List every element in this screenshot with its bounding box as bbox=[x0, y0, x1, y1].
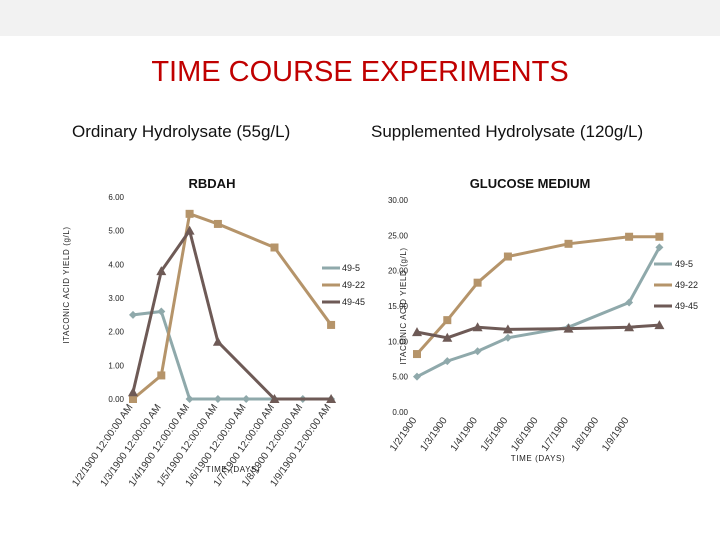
glucose-series-49-5-point bbox=[625, 298, 634, 307]
rbdah-series-49-22-line bbox=[132, 212, 333, 401]
glucose-ytick-label: 10.00 bbox=[388, 337, 409, 346]
glucose-series-49-45-point bbox=[654, 320, 665, 330]
glucose-y-axis-label: ITACONIC ACID YIELD (g/L) bbox=[399, 247, 408, 364]
glucose-series-49-22-point bbox=[564, 239, 573, 248]
glucose-series-49-5-point bbox=[473, 347, 482, 356]
rbdah-series-49-45-line bbox=[131, 229, 332, 401]
glucose-legend-49-5-label: 49-5 bbox=[675, 259, 693, 269]
glucose-series-49-45-point bbox=[502, 324, 513, 334]
glucose-x-axis-label: TIME (DAYS) bbox=[511, 454, 565, 463]
glucose-series-49-45-point bbox=[563, 323, 574, 333]
rbdah-series-49-22-point bbox=[185, 209, 194, 218]
rbdah-ytick-label: 1.00 bbox=[108, 361, 124, 370]
glucose-series-49-22-point bbox=[473, 278, 482, 287]
glucose-series-49-5-point bbox=[413, 372, 421, 381]
rbdah-series-49-5-point bbox=[185, 395, 194, 403]
glucose-ytick-label: 5.00 bbox=[392, 373, 408, 382]
glucose-series-49-5-point bbox=[443, 357, 452, 366]
rbdah-legend-49-45-label: 49-45 bbox=[342, 297, 365, 307]
rbdah-series-49-5-point bbox=[129, 310, 137, 319]
rbdah-series-49-22-point bbox=[129, 395, 137, 403]
rbdah-legend-49-22-label: 49-22 bbox=[342, 280, 365, 290]
glucose-ytick-label: 30.00 bbox=[388, 196, 409, 205]
rbdah-series-49-45-point bbox=[269, 394, 280, 403]
glucose-series-49-22-point bbox=[443, 316, 452, 325]
rbdah-series-49-5-point bbox=[157, 307, 166, 316]
rbdah-y-axis-label: ITACONIC ACID YIELD (g/L) bbox=[62, 226, 71, 343]
glucose-series-49-45-point bbox=[624, 322, 635, 332]
glucose-ytick-label: 20.00 bbox=[388, 267, 409, 276]
glucose-series-49-22-point bbox=[625, 232, 634, 241]
glucose-xtick-label: 1/7/1900 bbox=[540, 415, 572, 454]
rbdah-x-axis-label: TIME (DAYS) bbox=[206, 465, 260, 474]
glucose-xtick-label: 1/9/1900 bbox=[600, 415, 632, 454]
rbdah-series-49-5-point bbox=[242, 395, 251, 403]
glucose-ytick-label: 15.00 bbox=[388, 302, 409, 311]
glucose-series-49-22-point bbox=[413, 350, 421, 359]
rbdah-series-49-22-point bbox=[157, 371, 166, 380]
glucose-xtick-label: 1/6/1900 bbox=[509, 415, 541, 454]
glucose-series-49-45-point bbox=[472, 322, 483, 332]
rbdah-series-49-5-point bbox=[213, 395, 222, 403]
rbdah-ytick-label: 6.00 bbox=[108, 193, 124, 202]
slide-title: TIME COURSE EXPERIMENTS bbox=[151, 56, 569, 88]
glucose-ytick-label: 25.00 bbox=[388, 231, 409, 240]
rbdah-series-49-45-point bbox=[326, 394, 337, 403]
rbdah-ytick-label: 3.00 bbox=[108, 294, 124, 303]
rbdah-chart-title: RBDAH bbox=[189, 176, 236, 191]
glucose-series-49-45-point bbox=[442, 332, 453, 342]
rbdah-series-49-45-point bbox=[212, 336, 223, 346]
slide-top-bar bbox=[0, 0, 720, 36]
glucose-xtick-label: 1/8/1900 bbox=[570, 415, 602, 454]
rbdah-series-49-22-point bbox=[327, 320, 336, 329]
glucose-series-49-45-point bbox=[412, 327, 422, 337]
glucose-series-49-5-point bbox=[503, 333, 512, 342]
rbdah-series-49-45-point bbox=[128, 387, 138, 397]
glucose-series-49-22-point bbox=[655, 232, 664, 241]
subtitle-supplemented-hydrolysate: Supplemented Hydrolysate (120g/L) bbox=[371, 122, 644, 141]
rbdah-series-49-22-point bbox=[213, 219, 222, 228]
glucose-legend-49-45-label: 49-45 bbox=[675, 301, 698, 311]
glucose-legend-49-22-label: 49-22 bbox=[675, 280, 698, 290]
rbdah-ytick-label: 0.00 bbox=[108, 395, 124, 404]
glucose-xtick-label: 1/4/1900 bbox=[449, 415, 481, 454]
rbdah-ytick-label: 5.00 bbox=[108, 227, 124, 236]
rbdah-ytick-label: 4.00 bbox=[108, 260, 124, 269]
rbdah-ytick-label: 2.00 bbox=[108, 328, 124, 337]
glucose-chart-title: GLUCOSE MEDIUM bbox=[470, 176, 591, 191]
subtitle-ordinary-hydrolysate: Ordinary Hydrolysate (55g/L) bbox=[72, 122, 291, 141]
rbdah-series-49-45-point bbox=[156, 266, 167, 276]
glucose-xtick-label: 1/3/1900 bbox=[418, 415, 450, 454]
glucose-series-49-5-point bbox=[655, 243, 664, 252]
glucose-xtick-label: 1/5/1900 bbox=[479, 415, 511, 454]
glucose-xtick-label: 1/2/1900 bbox=[388, 415, 420, 454]
rbdah-series-49-45-point bbox=[184, 225, 195, 235]
rbdah-legend-49-5-label: 49-5 bbox=[342, 263, 360, 273]
glucose-series-49-22-point bbox=[503, 252, 512, 261]
glucose-ytick-label: 0.00 bbox=[392, 408, 408, 417]
rbdah-series-49-22-point bbox=[270, 243, 279, 252]
